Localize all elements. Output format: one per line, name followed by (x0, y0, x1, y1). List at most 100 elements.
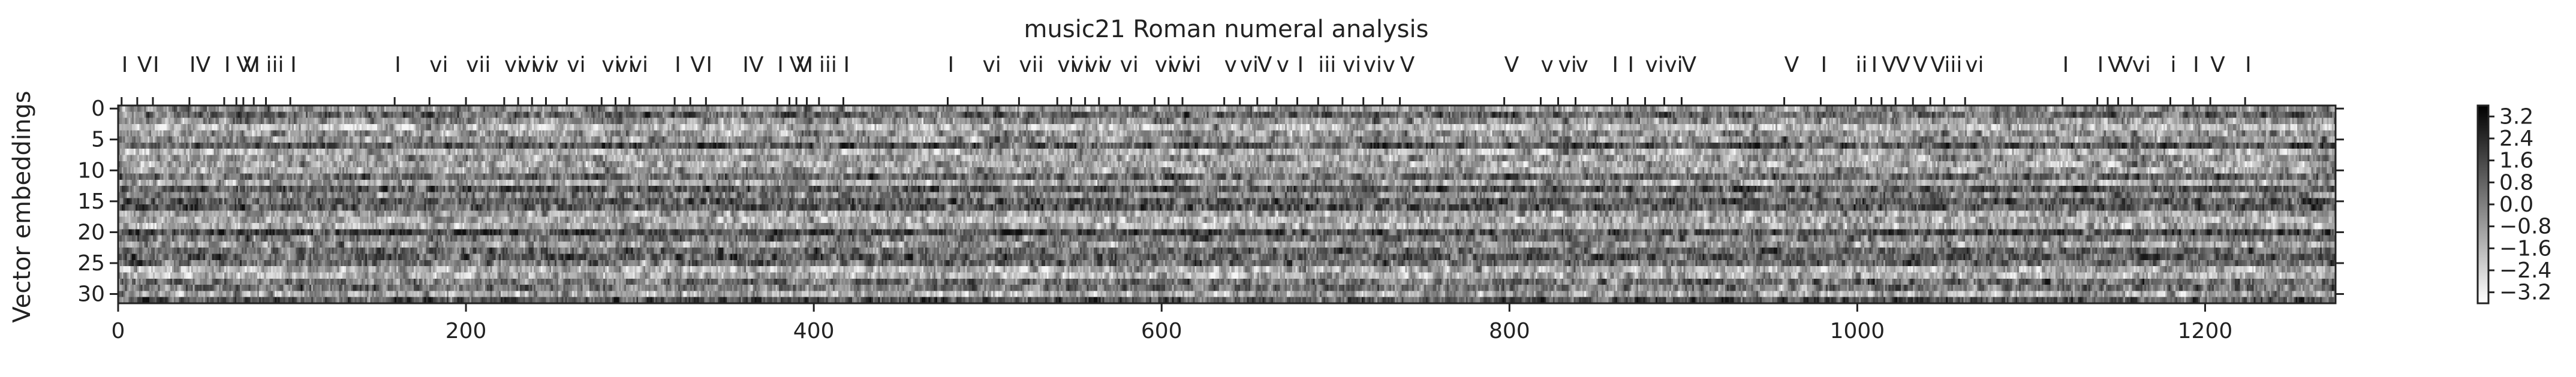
y-tick-label: 10 (77, 158, 105, 183)
roman-numeral-label: V (1930, 53, 1945, 77)
roman-numeral-label: V (243, 53, 258, 77)
roman-numeral-label: I (807, 53, 814, 77)
x-tick-label: 600 (1141, 319, 1182, 343)
roman-numeral-label: V (1784, 53, 1799, 77)
roman-numeral-label: vi (518, 53, 537, 77)
colorbar-bar (2476, 104, 2490, 304)
roman-numeral-label: i (2170, 53, 2176, 77)
colorbar-tick-label: −1.6 (2499, 236, 2551, 261)
colorbar-tick-label: −3.2 (2499, 281, 2551, 305)
heatmap-cells (118, 105, 2336, 303)
roman-numeral-label: vi (504, 53, 523, 77)
x-tick-label: 200 (446, 319, 487, 343)
roman-numeral-label: I (224, 53, 231, 77)
roman-numeral-label: IV (189, 53, 211, 77)
roman-numeral-label: I (675, 53, 681, 77)
x-tick-label: 0 (112, 319, 125, 343)
roman-numeral-label: I (395, 53, 401, 77)
roman-numeral-label: V (137, 53, 152, 77)
roman-numeral-label: I (777, 53, 784, 77)
roman-numeral-label: vi (567, 53, 585, 77)
colorbar-tick-label: 0.0 (2499, 192, 2533, 217)
roman-numeral-label: I (2097, 53, 2104, 77)
roman-numeral-label: vii (1019, 53, 1043, 77)
roman-numeral-label: vi (1071, 53, 1090, 77)
roman-numeral-label: V (690, 53, 705, 77)
plot-frame (117, 104, 2337, 304)
roman-numeral-label: vii (466, 53, 490, 77)
roman-numeral-label: vi (1182, 53, 1201, 77)
roman-numeral-label: I (2193, 53, 2199, 77)
roman-numeral-label: I (254, 53, 260, 77)
roman-numeral-label: I (122, 53, 128, 77)
roman-numeral-label: I (1612, 53, 1618, 77)
y-axis: 0 5 10 15 20 25 30 (77, 96, 2344, 307)
y-tick-label: 0 (91, 96, 105, 121)
colorbar-tick-label: −0.8 (2499, 215, 2551, 239)
roman-numeral-label: vi (982, 53, 1001, 77)
roman-numeral-label: I (1820, 53, 1827, 77)
roman-numeral-label: vi (1085, 53, 1104, 77)
roman-numeral-label: v (1099, 53, 1112, 77)
roman-numeral-label: V (2108, 53, 2123, 77)
heatmap-image (118, 105, 2336, 303)
colorbar-tick-label: 1.6 (2499, 149, 2533, 173)
roman-numeral-label: v (1224, 53, 1237, 77)
roman-numeral-label: vi (1169, 53, 1187, 77)
roman-numeral-label: V (1400, 53, 1415, 77)
colorbar-tick-label: −2.4 (2499, 258, 2551, 283)
x-tick-label: 400 (793, 319, 835, 343)
roman-numeral-label: V (1504, 53, 1519, 77)
roman-numeral-label: vi (1057, 53, 1076, 77)
roman-numeral-label: V (1882, 53, 1897, 77)
roman-numeral-label: I (1628, 53, 1635, 77)
roman-numeral-label: vi (1965, 53, 1984, 77)
roman-numeral-label: I (947, 53, 954, 77)
colorbar: 3.22.41.60.80.0−0.8−1.6−2.4−3.2 (2476, 104, 2551, 305)
roman-numeral-label: v (1541, 53, 1554, 77)
roman-numeral-label: vi (1558, 53, 1577, 77)
roman-numeral-label: v (546, 53, 558, 77)
roman-numeral-label: iii (819, 53, 837, 77)
roman-numeral-label: I (843, 53, 850, 77)
roman-numeral-label: vi (2132, 53, 2151, 77)
roman-numeral-label: vi (1364, 53, 1382, 77)
roman-numeral-label: v (1277, 53, 1289, 77)
roman-numeral-label: v (1383, 53, 1395, 77)
roman-numeral-label: vi (532, 53, 550, 77)
roman-numeral-label: vi (601, 53, 620, 77)
roman-numeral-label: V (1681, 53, 1696, 77)
roman-numeral-label: V (2118, 53, 2133, 77)
roman-numeral-label: I (1871, 53, 1878, 77)
y-tick-label: 30 (77, 282, 105, 307)
roman-numeral-label: V (236, 53, 251, 77)
y-tick-label: 25 (77, 251, 105, 276)
roman-numeral-label: I (153, 53, 160, 77)
roman-numeral-label: vi (1645, 53, 1664, 77)
roman-numeral-label: I (2063, 53, 2069, 77)
roman-numeral-label: ii (1855, 53, 1867, 77)
chart-title: music21 Roman numeral analysis (1024, 16, 1429, 43)
x-tick-label: 1200 (2178, 319, 2233, 343)
y-tick-label: 5 (91, 128, 105, 152)
roman-numeral-label: I (1297, 53, 1304, 77)
roman-numeral-label: V (1895, 53, 1910, 77)
y-tick-label: 20 (77, 220, 105, 245)
roman-numeral-label: I (706, 53, 712, 77)
roman-numeral-label: v (1576, 53, 1588, 77)
roman-numeral-label: V (1913, 53, 1928, 77)
roman-numeral-label: I (2245, 53, 2252, 77)
roman-numeral-label: vi (1240, 53, 1259, 77)
roman-numeral-label: V (2210, 53, 2225, 77)
y-axis-label: Vector embeddings (8, 91, 36, 322)
x-axis: 0 200 400 600 800 1000 1200 (112, 303, 2233, 343)
roman-numeral-label: vi (616, 53, 634, 77)
roman-numeral-label: V (790, 53, 805, 77)
roman-numeral-label: iii (1944, 53, 1962, 77)
roman-numeral-label: iii (266, 53, 284, 77)
y-tick-label: 15 (77, 189, 105, 214)
roman-numeral-label: V (796, 53, 811, 77)
roman-numeral-label: IV (742, 53, 764, 77)
